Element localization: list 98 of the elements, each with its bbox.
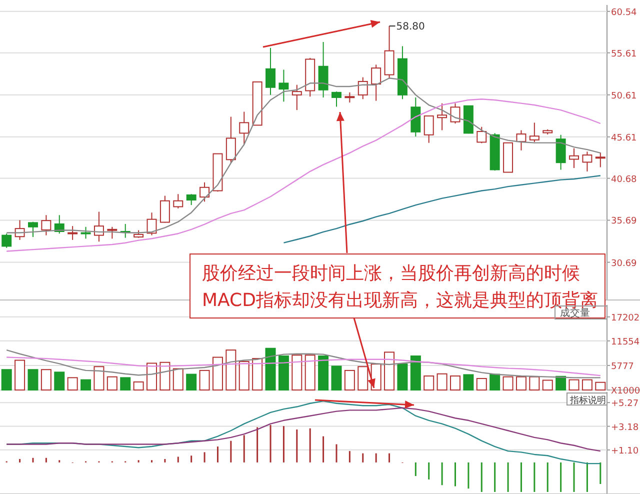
bar	[344, 370, 355, 390]
candlestick	[292, 84, 302, 111]
y-tick-label: +1.10	[611, 446, 639, 456]
candlestick	[358, 76, 368, 100]
bar	[226, 350, 236, 390]
candlestick	[266, 47, 276, 96]
bar	[54, 372, 65, 390]
bar	[529, 376, 540, 390]
bar	[331, 366, 342, 390]
y-tick-label: 40.68	[611, 174, 638, 185]
candlestick	[68, 226, 78, 240]
line-series	[6, 349, 601, 378]
bar	[502, 376, 514, 390]
bar	[106, 376, 118, 390]
y-tick-label: +5.27	[611, 399, 639, 410]
y-tick-label: X1000	[611, 386, 640, 396]
candlestick	[344, 92, 355, 103]
bar	[463, 374, 474, 390]
bar	[582, 379, 592, 390]
bar	[238, 361, 250, 390]
bar	[384, 352, 395, 390]
candlestick	[2, 233, 12, 248]
bar	[424, 375, 434, 390]
candlestick	[239, 111, 250, 146]
candlestick	[80, 226, 91, 240]
candlestick	[278, 69, 289, 102]
candlestick	[424, 115, 434, 144]
bar	[490, 374, 500, 390]
bar	[476, 378, 487, 390]
bar	[1, 369, 12, 390]
bar	[436, 373, 448, 390]
candlestick	[94, 211, 104, 242]
candlestick	[516, 130, 526, 151]
candlestick	[437, 102, 448, 131]
candlestick	[318, 41, 328, 98]
bar	[292, 354, 302, 390]
line-series	[6, 98, 601, 252]
y-tick-label: 5777	[611, 362, 634, 372]
bar	[556, 376, 566, 390]
y-tick-label: 55.61	[611, 49, 637, 60]
y-tick-label: 50.61	[611, 91, 637, 102]
bar	[516, 376, 526, 390]
y-tick-label: 30.69	[611, 258, 638, 269]
candlestick	[41, 214, 52, 236]
candlestick	[173, 194, 184, 209]
y-tick-label: 11554	[611, 337, 640, 348]
bar	[568, 379, 580, 390]
chart-title: 成交量	[560, 307, 590, 319]
bar	[28, 369, 38, 390]
bar	[67, 377, 78, 390]
line-series	[6, 407, 601, 452]
candlestick	[200, 182, 210, 202]
bar	[94, 366, 104, 390]
bar	[252, 358, 263, 390]
candlestick	[556, 134, 566, 170]
candlestick	[569, 148, 579, 169]
bar	[212, 356, 223, 390]
bar	[186, 374, 197, 390]
bar	[172, 368, 184, 390]
candlestick	[28, 221, 38, 238]
bar	[80, 379, 92, 390]
bar	[595, 382, 606, 390]
candlestick	[582, 151, 592, 172]
y-tick-label: +3.18	[611, 422, 639, 433]
bar	[358, 366, 368, 390]
bar	[410, 356, 421, 390]
y-tick-label: 17202	[611, 313, 640, 324]
candlestick	[384, 26, 394, 80]
y-tick-label: 45.61	[611, 133, 637, 144]
bar	[542, 380, 553, 390]
bar	[304, 354, 316, 390]
bar	[318, 356, 329, 390]
candlestick	[529, 122, 540, 142]
y-tick-label: 35.69	[611, 216, 638, 227]
bar	[133, 381, 144, 390]
y-tick-label: 60.54	[611, 8, 638, 18]
bar	[450, 375, 460, 390]
line-series	[6, 356, 601, 376]
candlestick	[476, 126, 487, 144]
candlestick	[226, 116, 236, 164]
bar	[199, 370, 210, 390]
candlestick	[107, 226, 118, 240]
bar	[265, 348, 276, 390]
candlestick	[186, 194, 196, 206]
annotation: 58.80	[396, 22, 425, 33]
candlestick	[160, 195, 170, 224]
bar	[14, 360, 26, 390]
bar	[397, 364, 408, 390]
candlestick	[332, 91, 342, 108]
bar	[40, 369, 52, 390]
bar	[120, 377, 131, 390]
candlestick	[595, 152, 606, 168]
bar	[160, 362, 170, 390]
bar	[278, 356, 289, 390]
annotation: 指标说明	[569, 395, 606, 406]
candlestick	[371, 64, 382, 102]
line-series	[283, 175, 601, 244]
candlestick	[450, 102, 460, 124]
